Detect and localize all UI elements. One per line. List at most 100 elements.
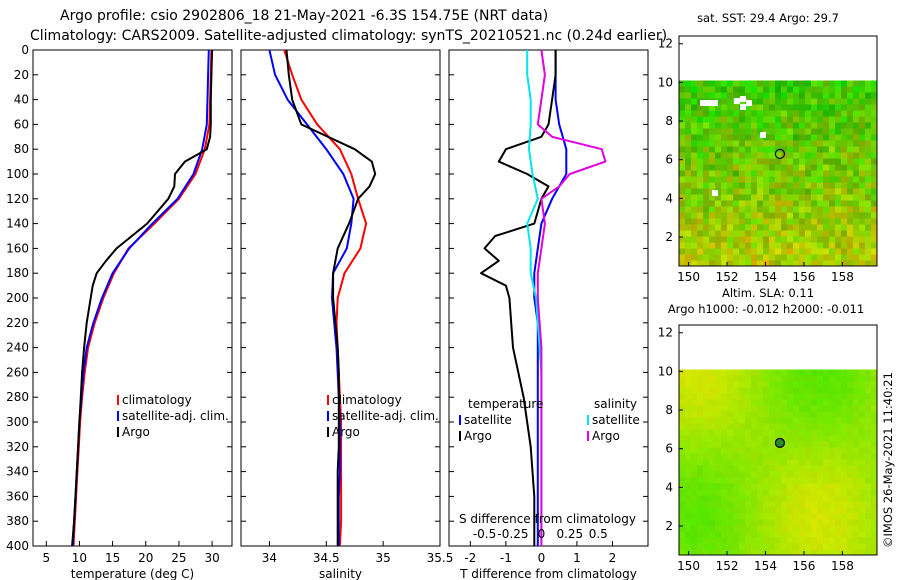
map-cell bbox=[787, 254, 793, 261]
map-cell bbox=[775, 170, 781, 177]
map-cell bbox=[793, 447, 799, 454]
map-cell bbox=[757, 483, 763, 490]
map-cell bbox=[715, 513, 721, 520]
map-cell bbox=[865, 152, 871, 159]
map-cell bbox=[763, 471, 769, 478]
map-cell bbox=[715, 543, 721, 550]
map-cell bbox=[739, 513, 745, 520]
map-cell bbox=[781, 471, 787, 478]
map-cell bbox=[775, 525, 781, 532]
map-cell bbox=[853, 519, 859, 526]
map-cell bbox=[739, 531, 745, 538]
map-cell bbox=[817, 98, 823, 105]
map-cell bbox=[847, 86, 853, 93]
map-cell bbox=[859, 483, 865, 490]
map-cell bbox=[853, 549, 859, 556]
map-cell bbox=[859, 429, 865, 436]
map-cell bbox=[733, 188, 739, 195]
difference-profile-panel: -2 -1 0 1 2T difference from climatologytemp… bbox=[448, 49, 649, 580]
map-cell bbox=[817, 200, 823, 207]
map-cell bbox=[685, 260, 691, 267]
map-cell bbox=[697, 507, 703, 514]
map-cell bbox=[811, 194, 817, 201]
map-cell bbox=[733, 447, 739, 454]
title-line1: Argo profile: csio 2902806_18 21-May-202… bbox=[60, 8, 548, 24]
map-cell bbox=[781, 483, 787, 490]
map-cell bbox=[781, 387, 787, 394]
map-cell bbox=[811, 128, 817, 135]
map-cell bbox=[691, 86, 697, 93]
map-cell bbox=[787, 423, 793, 430]
map-cell bbox=[805, 164, 811, 171]
map-frame bbox=[678, 35, 878, 267]
map-cell bbox=[697, 110, 703, 117]
map-cell bbox=[847, 537, 853, 544]
map-cell bbox=[739, 375, 745, 382]
map-cell bbox=[763, 146, 769, 153]
map-cell bbox=[823, 543, 829, 550]
map-cell bbox=[763, 519, 769, 526]
map-cell bbox=[805, 170, 811, 177]
map-cell bbox=[679, 134, 685, 141]
map-cell bbox=[721, 194, 727, 201]
map-cell bbox=[775, 543, 781, 550]
map-cell bbox=[847, 543, 853, 550]
map-cell bbox=[871, 417, 877, 424]
map-cell bbox=[697, 86, 703, 93]
map-cell bbox=[763, 200, 769, 207]
map-cell bbox=[691, 236, 697, 243]
map-cell bbox=[685, 98, 691, 105]
map-cell bbox=[793, 236, 799, 243]
map-cell bbox=[703, 387, 709, 394]
map-cell bbox=[841, 501, 847, 508]
map-cell bbox=[703, 375, 709, 382]
map-cell bbox=[811, 122, 817, 129]
map-cell bbox=[721, 128, 727, 135]
map-cell bbox=[691, 140, 697, 147]
map-cell bbox=[793, 477, 799, 484]
map-cell bbox=[865, 417, 871, 424]
map-cell bbox=[841, 537, 847, 544]
map-cell bbox=[871, 393, 877, 400]
map-cell bbox=[757, 531, 763, 538]
map-cell bbox=[733, 128, 739, 135]
map-cell bbox=[793, 459, 799, 466]
map-cell bbox=[835, 525, 841, 532]
map-cell bbox=[775, 465, 781, 472]
map-cell bbox=[865, 140, 871, 147]
map-cell bbox=[703, 393, 709, 400]
map-cell bbox=[811, 80, 817, 87]
map-cell bbox=[691, 92, 697, 99]
x-tick-label: 35.5 bbox=[427, 551, 454, 565]
x-tick-label: 34 bbox=[262, 551, 277, 565]
map-cell bbox=[703, 441, 709, 448]
map-cell bbox=[793, 471, 799, 478]
map-cell bbox=[829, 459, 835, 466]
map-x-tick-label: 152 bbox=[716, 270, 739, 284]
map-cell bbox=[841, 254, 847, 261]
y-tick-label: 40 bbox=[14, 93, 29, 107]
map-cell bbox=[685, 459, 691, 466]
map-cell bbox=[709, 381, 715, 388]
map-cell bbox=[823, 152, 829, 159]
map-cell bbox=[841, 393, 847, 400]
map-cell bbox=[703, 212, 709, 219]
map-cell bbox=[751, 381, 757, 388]
map-cell bbox=[685, 104, 691, 111]
map-y-tick-label: 2 bbox=[665, 230, 673, 244]
map-cell bbox=[745, 453, 751, 460]
map-cell bbox=[817, 375, 823, 382]
map-cell bbox=[805, 218, 811, 225]
map-cell bbox=[841, 531, 847, 538]
map-cell bbox=[829, 146, 835, 153]
x-tick-label: 15 bbox=[105, 551, 120, 565]
map-cell bbox=[829, 98, 835, 105]
map-cell bbox=[787, 104, 793, 111]
map-cell bbox=[835, 104, 841, 111]
map-cell bbox=[769, 483, 775, 490]
map-cell bbox=[763, 104, 769, 111]
map-cell bbox=[775, 423, 781, 430]
map-cell bbox=[769, 248, 775, 255]
map-cell bbox=[727, 164, 733, 171]
map-cell bbox=[733, 140, 739, 147]
